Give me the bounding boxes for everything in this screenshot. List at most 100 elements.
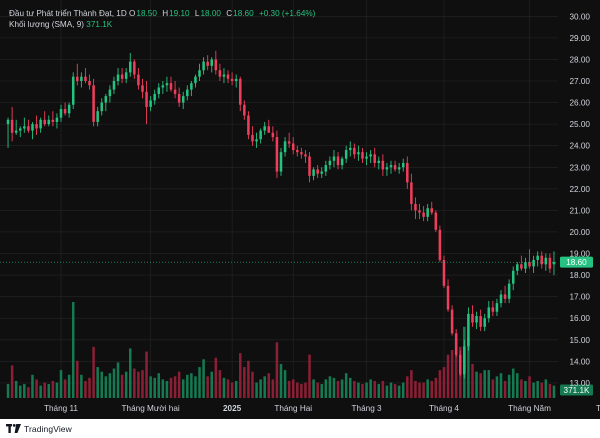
change-value: +0.30 (+1.64%) [258,9,316,18]
candle-body [520,264,523,269]
candle-body [426,208,429,217]
price-tick-label: 27.00 [570,77,591,86]
candle-body [120,74,124,79]
price-tick-label: 22.00 [570,185,591,194]
candle-body [308,156,311,176]
volume-bar [369,379,372,398]
volume-bar [14,380,18,398]
volume-bar [353,380,356,398]
volume-bar [438,370,442,398]
candle-body [418,210,421,213]
volume-bar [226,379,230,398]
volume-bar [532,382,535,398]
volume-bar [218,370,222,398]
volume-bar [27,387,30,398]
volume-bar [116,362,120,398]
volume-bar [503,380,507,398]
high-value: 19.10 [169,9,190,18]
volume-bar [279,363,283,398]
volume-bar [296,382,299,398]
volume-bar [263,376,266,398]
candle-body [84,76,87,82]
candle-body [291,143,295,151]
volume-bar [177,371,181,398]
candle-body [141,85,144,92]
candle-body [88,81,91,86]
candle-body [528,262,531,267]
candle-body [165,83,169,86]
volume-bar [10,365,14,398]
candle-body [348,147,352,151]
volume-bar [328,376,332,398]
candle-body [401,162,405,168]
volume-bar [141,370,144,398]
candle-body [483,318,486,327]
volume-bar [430,380,434,398]
volume-bar [104,376,108,398]
close-label: C [226,9,233,18]
candle-body [495,303,499,312]
candle-body [353,147,356,155]
candle-body [279,152,283,172]
volume-bar [43,382,46,398]
volume-bar [80,374,83,398]
volume-bar [410,370,413,398]
candle-body [344,150,348,159]
candle-body [316,169,319,174]
tradingview-brand: TradingView [24,423,72,434]
volume-bar [112,368,116,398]
volume-bar [169,377,173,398]
candle-body [259,130,262,140]
chart-panel[interactable]: 18.60 371.1K 30.00 29.00 28.00 27.00 26.00 25.… [0,0,600,419]
volume-bar [108,373,112,398]
candle-body [247,115,250,135]
volume-bar [495,376,499,398]
volume-bar [271,379,275,398]
volume-bar [84,380,87,398]
volume-bar [511,368,515,398]
candle-body [446,285,450,310]
volume-bar [120,374,124,398]
open-value: 18.50 [136,9,157,18]
volume-bar [365,382,368,398]
last-price-label: 18.60 [566,258,587,267]
candle-body [137,74,140,86]
candle-body [491,307,495,312]
volume-bar [157,373,161,398]
volume-bar [287,380,291,398]
volume-badge-label: 371.1K [564,386,590,395]
candle-body [320,171,324,174]
volume-bar [149,376,152,398]
candle-body [475,316,478,323]
volume-bar [324,379,328,398]
volume-bar [153,377,156,398]
volume-bar [35,379,38,398]
candle-body [471,313,474,323]
candle-body [507,283,511,299]
tradingview-logo[interactable]: TradingView [6,423,72,434]
candle-body [128,61,132,73]
candle-body [255,139,258,142]
open-label: O [129,9,136,18]
volume-bar [471,363,474,398]
candle-body [516,264,519,271]
candle-body [389,165,393,168]
volume-bar [165,380,169,398]
candlestick-chart[interactable]: 18.60 371.1K 30.00 29.00 28.00 27.00 26.00 25.… [0,0,600,419]
candle-body [467,313,470,347]
candle-body [487,307,491,319]
price-tick-label: 20.00 [570,228,591,237]
candle-body [234,78,238,82]
candle-body [149,100,152,107]
candle-body [43,119,46,125]
candle-body [238,78,242,105]
volume-bar [357,382,360,398]
volume-bar [92,346,95,398]
volume-bar [520,379,523,398]
candle-body [377,160,381,163]
price-tick-label: 28.00 [570,55,591,64]
volume-bar [516,373,519,398]
candle-body [287,141,291,144]
volume-bar [133,368,136,398]
price-tick-label: 29.00 [570,34,591,43]
